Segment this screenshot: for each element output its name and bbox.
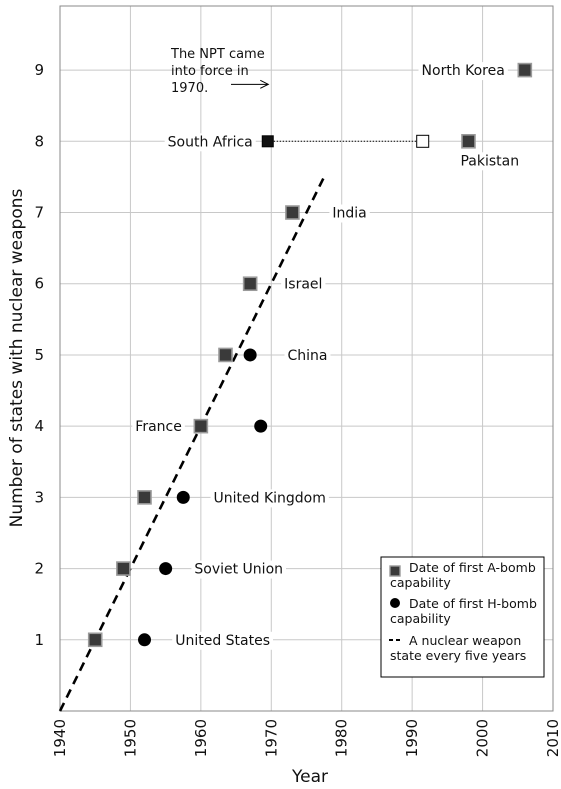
npt-arrowhead [260,79,270,89]
y-tick-label: 9 [34,61,44,79]
x-tick-label: 1950 [121,719,139,757]
legend-entry-line: capability [390,575,451,590]
legend-entry: A nuclear weapon state every five years [390,633,526,663]
y-tick-label: 3 [34,488,44,506]
a-bomb-square [218,347,233,363]
npt-annotation-line: into force in [171,64,249,79]
point-label: Israel [284,277,322,293]
point-label: China [288,348,328,364]
label-background [329,204,370,223]
x-tick-label: 2000 [474,719,492,757]
legend-entry: Date of first A-bomb capability [390,560,536,590]
label-background [172,631,274,650]
dismantled-open-square [416,134,430,148]
x-tick-label: 1970 [262,719,280,757]
label-background [457,152,523,171]
legend-entry-line: capability [390,611,451,626]
label-background [191,560,287,579]
point-label: South Africa [168,134,253,150]
a-bomb-square [116,561,131,576]
label-background [210,489,329,508]
tick-labels: 1940 1950 1960 1970 1980 1990 2000 2010 1 2 3 4 5 6 7 8… [34,61,561,757]
legend-entry-line: Date of first H-bomb [409,596,537,611]
x-tick-label: 1960 [192,719,210,757]
npt-annotation-line: 1970. [171,81,208,96]
point-label: France [135,419,182,435]
x-axis-title: Year [291,767,328,787]
legend-entry: Date of first H-bomb capability [390,596,537,626]
legend-entry-line: A nuclear weapon [409,633,521,648]
a-bomb-square [87,632,103,648]
h-bomb-dot [176,490,190,504]
x-tick-label: 2010 [544,719,561,757]
point-label: North Korea [422,63,505,79]
x-tick-label: 1990 [403,719,421,757]
a-bomb-square [517,62,533,78]
label-background [284,346,331,365]
label-background [132,418,185,437]
a-bomb-square [242,276,258,292]
npt-annotation: The NPT came into force in 1970. [170,47,270,96]
trend-dashed-line [58,176,326,712]
plot-frame [59,5,554,712]
legend-square-marker [389,565,401,577]
y-tick-label: 4 [34,417,44,435]
h-bomb-dot [254,419,268,433]
legend-box [380,556,545,678]
npt-annotation-line: The NPT came [170,47,265,62]
label-background [281,275,326,294]
point-label: United States [175,633,270,649]
point-label: United Kingdom [214,490,326,506]
x-tick-label: 1940 [51,719,69,757]
y-tick-label: 7 [34,204,44,222]
y-tick-label: 8 [34,132,44,150]
legend-dot-marker [390,598,400,608]
lines-layer [58,140,423,712]
a-bomb-square [193,418,209,434]
y-tick-label: 1 [34,631,44,649]
h-bomb-dot [138,633,152,647]
a-bomb-square [461,134,476,149]
point-label: Soviet Union [194,562,283,578]
point-labels: United States Soviet Union United Kingdom F… [132,62,523,650]
point-label: Pakistan [460,153,519,169]
legend-entry-line: state every five years [390,648,526,663]
y-tick-label: 2 [34,560,44,578]
label-background [418,62,508,81]
y-tick-label: 5 [34,346,44,364]
h-bomb-dot [243,348,257,362]
label-background [164,133,256,152]
y-axis-title: Number of states with nuclear weapons [7,188,27,527]
a-bomb-square [285,205,300,220]
point-label: India [332,206,366,222]
legend-entry-line: Date of first A-bomb [409,560,536,575]
x-tick-label: 1980 [333,719,351,757]
marks-layer [87,62,533,648]
a-bomb-square [261,135,274,148]
a-bomb-square [137,490,152,505]
y-tick-label: 6 [34,275,44,293]
h-bomb-dot [159,562,173,576]
